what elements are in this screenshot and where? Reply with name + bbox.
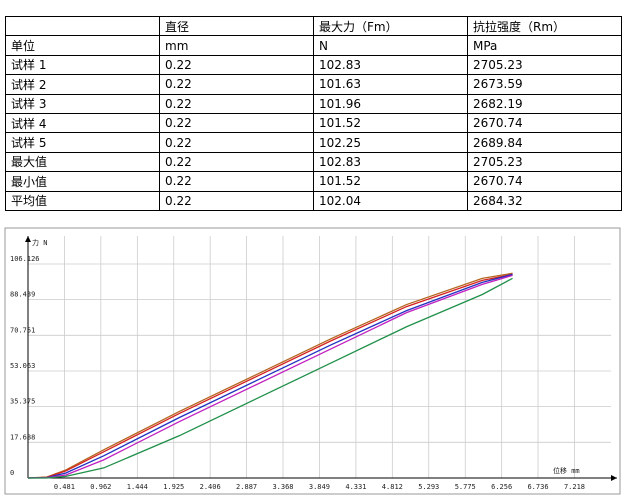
table-cell: 0.22 bbox=[159, 132, 314, 153]
table-cell: 2670.74 bbox=[467, 171, 622, 192]
data-line bbox=[27, 273, 513, 479]
x-tick-label: 3.849 bbox=[309, 483, 330, 491]
x-tick-label: 3.368 bbox=[272, 483, 293, 491]
x-tick-label: 2.887 bbox=[236, 483, 257, 491]
x-tick-label: 1.444 bbox=[127, 483, 148, 491]
table-row: 平均值 0.22 102.04 2684.32 bbox=[5, 190, 622, 211]
table-row: 试样 5 0.22 102.25 2689.84 bbox=[5, 132, 622, 153]
table-row: 试样 3 0.22 101.96 2682.19 bbox=[5, 93, 622, 114]
data-line bbox=[27, 272, 513, 479]
x-tick-label: 4.331 bbox=[345, 483, 366, 491]
data-line bbox=[27, 274, 513, 479]
x-tick-label: 0.962 bbox=[90, 483, 111, 491]
table: 直径 最大力（Fm） 抗拉强度（Rm） 单位 mm N MPa 试样 1 0.22 102.83 2… bbox=[5, 15, 622, 211]
y-tick-label: 0 bbox=[10, 469, 14, 477]
table-cell: 102.25 bbox=[313, 132, 468, 153]
x-tick-label: 0.481 bbox=[54, 483, 75, 491]
x-tick-label: 7.218 bbox=[564, 483, 585, 491]
y-axis-label: 力 N bbox=[32, 238, 47, 247]
y-tick-label: 53.063 bbox=[10, 362, 35, 370]
y-tick-label: 17.688 bbox=[10, 433, 35, 441]
x-tick-label: 1.925 bbox=[163, 483, 184, 491]
y-tick-label: 88.439 bbox=[10, 291, 35, 299]
data-line bbox=[27, 273, 513, 479]
table-cell: 0.22 bbox=[159, 112, 314, 134]
table-row: 试样 4 0.22 101.52 2670.74 bbox=[5, 112, 622, 134]
table-cell: 102.04 bbox=[313, 190, 468, 211]
x-tick-label: 2.406 bbox=[200, 483, 221, 491]
table-cell: 平均值 bbox=[5, 190, 160, 211]
y-tick-label: 70.751 bbox=[10, 326, 35, 334]
y-tick-label: 106.126 bbox=[10, 255, 40, 263]
table-cell: 2670.74 bbox=[467, 112, 622, 134]
table-cell: 最大值 bbox=[5, 151, 160, 173]
table-cell: 0.22 bbox=[159, 171, 314, 192]
table-cell: 102.83 bbox=[313, 151, 468, 173]
x-tick-label: 5.775 bbox=[455, 483, 476, 491]
table-row: 试样 2 0.22 101.63 2673.59 bbox=[5, 74, 622, 95]
table-cell: 2684.32 bbox=[467, 190, 622, 211]
x-tick-label: 6.736 bbox=[527, 483, 548, 491]
x-tick-label: 6.256 bbox=[491, 483, 512, 491]
table-row: 直径 最大力（Fm） 抗拉强度（Rm） bbox=[5, 15, 622, 37]
table-cell: 0.22 bbox=[159, 151, 314, 173]
table-cell: 2705.23 bbox=[467, 151, 622, 173]
table-cell: 最小值 bbox=[5, 171, 160, 192]
x-tick-label: 5.293 bbox=[418, 483, 439, 491]
data-line bbox=[28, 277, 513, 479]
x-axis-label: 位移 mm bbox=[553, 466, 580, 475]
table-cell: 2673.59 bbox=[467, 74, 622, 95]
table-cell: mm bbox=[159, 35, 314, 56]
y-tick-label: 35.375 bbox=[10, 398, 35, 406]
chart-frame bbox=[4, 227, 621, 495]
x-tick-label: 4.812 bbox=[382, 483, 403, 491]
table-cell: 101.52 bbox=[313, 112, 468, 134]
table-cell: 0.22 bbox=[159, 190, 314, 211]
table-row: 最小值 0.22 101.52 2670.74 bbox=[5, 171, 622, 192]
table-row: 试样 1 0.22 102.83 2705.23 bbox=[5, 54, 622, 76]
table-cell: 101.52 bbox=[313, 171, 468, 192]
table-cell: 2689.84 bbox=[467, 132, 622, 153]
table-row: 最大值 0.22 102.83 2705.23 bbox=[5, 151, 622, 173]
table-cell: 试样 4 bbox=[5, 112, 160, 134]
table-cell: 试样 1 bbox=[5, 54, 160, 76]
